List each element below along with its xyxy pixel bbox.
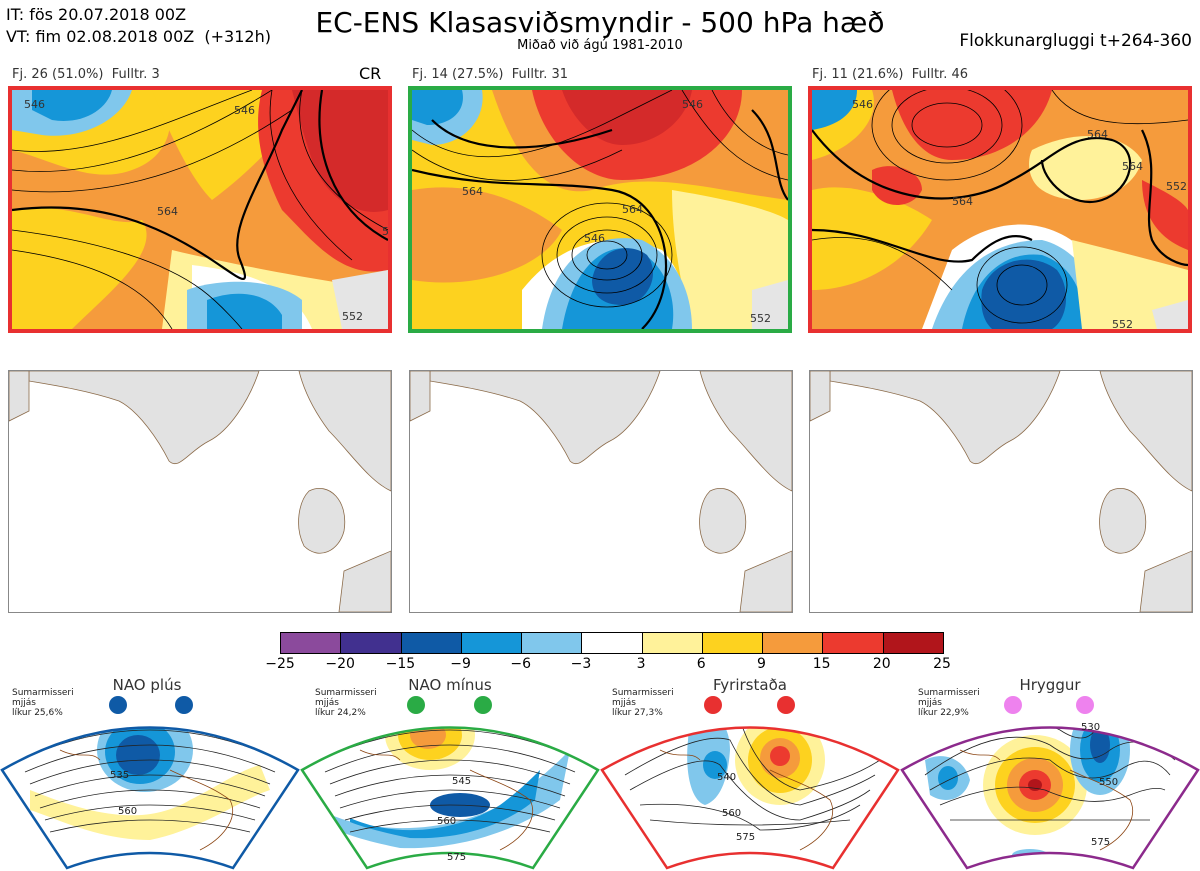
header-info: IT: fös 20.07.2018 00Z VT: fim 02.08.201… bbox=[6, 4, 271, 48]
colorbar-tick-label: 20 bbox=[872, 656, 891, 672]
cluster-1-contour-label: 552 bbox=[382, 225, 388, 238]
colorbar-segment bbox=[642, 633, 703, 653]
regime-4-contour-label: 530 bbox=[1081, 722, 1100, 733]
cluster-3-contour-label: 546 bbox=[852, 98, 873, 111]
regime-1-marker bbox=[175, 696, 193, 714]
colorbar-segment bbox=[702, 633, 764, 653]
cluster-2-contour-label: 546 bbox=[584, 232, 605, 245]
regime-2-note: Sumarmisseri mjjás líkur 24,2% bbox=[315, 688, 377, 718]
regime-3-contour-label: 575 bbox=[736, 832, 755, 843]
colorbar-tick-label: −15 bbox=[385, 656, 416, 672]
cluster-3-label: Fj. 11 (21.6%) Fulltr. 46 bbox=[812, 67, 969, 82]
cluster-3-contour-label: 552 bbox=[1166, 180, 1187, 193]
cluster-1-contour-label: 546 bbox=[24, 98, 45, 111]
colorbar-segment bbox=[461, 633, 523, 653]
cluster-map-1: 546 546 564 552 552 bbox=[8, 86, 392, 333]
cluster-1-contour-label: 552 bbox=[342, 310, 363, 323]
cluster-3-contour-label: 564 bbox=[1087, 128, 1108, 141]
regime-3-contour-label: 540 bbox=[717, 772, 736, 783]
regime-3-marker bbox=[704, 696, 722, 714]
cluster-1-contour-label: 546 bbox=[234, 104, 255, 117]
regime-2-marker bbox=[474, 696, 492, 714]
regime-4-title: Hryggur bbox=[1019, 676, 1081, 694]
colorbar-tick-label: 15 bbox=[812, 656, 831, 672]
cluster-map-3: 546 564 564 564 552 552 bbox=[808, 86, 1192, 333]
cluster-3-contour-label: 552 bbox=[1112, 318, 1133, 329]
regime-1-note: Sumarmisseri mjjás líkur 25,6% bbox=[12, 688, 74, 718]
regime-3-marker bbox=[777, 696, 795, 714]
colorbar-tick-label: −3 bbox=[570, 656, 592, 672]
regime-4-marker bbox=[1076, 696, 1094, 714]
cluster-2-contour-label: 564 bbox=[622, 203, 643, 216]
colorbar-segment bbox=[582, 633, 643, 653]
regime-4-contour-label: 550 bbox=[1099, 777, 1118, 788]
colorbar bbox=[280, 632, 944, 654]
regime-3-title: Fyrirstaða bbox=[713, 676, 787, 694]
cluster-2-contour-label: 564 bbox=[462, 185, 483, 198]
colorbar-segment bbox=[341, 633, 402, 653]
blank-map-2 bbox=[409, 370, 793, 613]
classification-window: Flokkunargluggi t+264-360 bbox=[959, 31, 1192, 51]
cluster-3-contour-label: 564 bbox=[952, 195, 973, 208]
cluster-1-contour-label: 564 bbox=[157, 205, 178, 218]
regime-1-marker bbox=[109, 696, 127, 714]
regime-4-contour-label: 575 bbox=[1091, 837, 1110, 848]
regime-3-map bbox=[602, 727, 898, 868]
blank-map-1 bbox=[8, 370, 392, 613]
regime-maps: 535 560 545 560 575 bbox=[0, 696, 1200, 870]
regime-4-note: Sumarmisseri mjjás líkur 22,9% bbox=[918, 688, 980, 718]
regime-1-title: NAO plús bbox=[112, 676, 182, 694]
regime-3-note: Sumarmisseri mjjás líkur 27,3% bbox=[612, 688, 674, 718]
colorbar-tick-label: 6 bbox=[696, 656, 706, 672]
colorbar-tick-label: −6 bbox=[510, 656, 532, 672]
regime-2-map bbox=[302, 727, 598, 868]
colorbar-tick-label: 3 bbox=[636, 656, 646, 672]
regime-1-contour-label: 560 bbox=[118, 806, 137, 817]
colorbar-segment bbox=[823, 633, 884, 653]
regime-2-contour-label: 545 bbox=[452, 776, 471, 787]
valid-time: VT: fim 02.08.2018 00Z (+312h) bbox=[6, 27, 271, 46]
blank-map-3 bbox=[809, 370, 1193, 613]
cluster-2-contour-label: 546 bbox=[682, 98, 703, 111]
regime-1-map bbox=[2, 727, 298, 868]
regime-2-marker bbox=[407, 696, 425, 714]
cluster-map-2: 546 564 564 546 552 bbox=[408, 86, 792, 333]
page-title: EC-ENS Klasasviðsmyndir - 500 hPa hæð bbox=[315, 6, 885, 39]
colorbar-segment bbox=[763, 633, 824, 653]
page-subtitle: Miðað við ágú 1981-2010 bbox=[517, 38, 683, 53]
cluster-1-label: Fj. 26 (51.0%) Fulltr. 3 bbox=[12, 67, 160, 82]
init-time: IT: fös 20.07.2018 00Z bbox=[6, 5, 187, 24]
colorbar-tick-label: −20 bbox=[325, 656, 355, 672]
cluster-1-tag: CR bbox=[359, 64, 382, 83]
colorbar-tick-label: 9 bbox=[756, 656, 766, 672]
regime-4-marker bbox=[1004, 696, 1022, 714]
regime-2-contour-label: 560 bbox=[437, 816, 456, 827]
cluster-2-label: Fj. 14 (27.5%) Fulltr. 31 bbox=[412, 67, 569, 82]
cluster-3-contour-label: 564 bbox=[1122, 160, 1143, 173]
colorbar-segment bbox=[281, 633, 342, 653]
colorbar-segment bbox=[883, 633, 943, 653]
regime-3-contour-label: 560 bbox=[722, 808, 741, 819]
colorbar-tick-label: 25 bbox=[933, 656, 951, 672]
colorbar-segment bbox=[401, 633, 462, 653]
cluster-2-contour-label: 552 bbox=[750, 312, 771, 325]
regime-1-contour-label: 535 bbox=[110, 770, 129, 781]
regime-4-map bbox=[902, 727, 1198, 868]
regime-2-title: NAO mínus bbox=[408, 676, 492, 694]
colorbar-tick-label: −25 bbox=[265, 656, 295, 672]
colorbar-tick-label: −9 bbox=[450, 656, 471, 672]
regime-2-contour-label: 575 bbox=[447, 852, 466, 863]
colorbar-segment bbox=[522, 633, 583, 653]
